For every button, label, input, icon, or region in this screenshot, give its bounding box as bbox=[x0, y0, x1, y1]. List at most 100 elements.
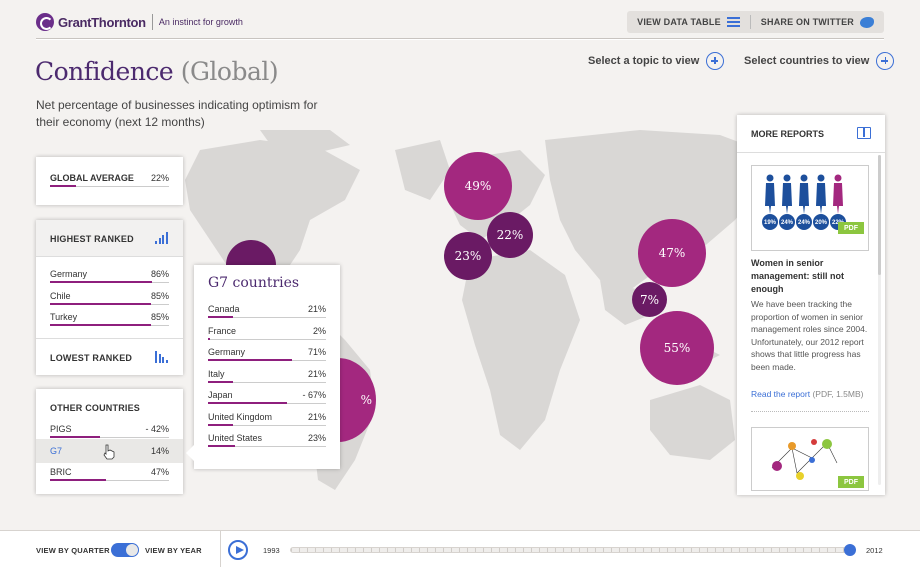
map-bubble-europe-west[interactable]: 49% bbox=[444, 152, 512, 220]
map-bubble-europe-south[interactable]: 23% bbox=[444, 232, 492, 280]
country-bar bbox=[208, 359, 292, 361]
group-label: G7 bbox=[50, 446, 63, 456]
country-bar bbox=[50, 303, 152, 305]
scrollbar-track[interactable] bbox=[878, 155, 881, 485]
read-report-link[interactable]: Read the report bbox=[751, 389, 811, 399]
country-bar bbox=[208, 402, 288, 404]
view-by-year-label[interactable]: VIEW BY YEAR bbox=[145, 546, 202, 555]
brand-tagline: An instinct for growth bbox=[158, 17, 243, 27]
title-scope: (Global) bbox=[180, 57, 279, 86]
global-average-value: 22% bbox=[150, 173, 169, 183]
bar-chart-ascending-icon bbox=[155, 232, 169, 244]
start-year-label: 1993 bbox=[263, 546, 280, 555]
pdf-badge: PDF bbox=[838, 476, 864, 488]
select-countries-button[interactable]: Select countries to view bbox=[744, 52, 895, 70]
country-label: Germany bbox=[50, 269, 88, 279]
country-value: 85% bbox=[150, 312, 169, 322]
view-data-table-button[interactable]: VIEW DATA TABLE bbox=[637, 17, 740, 27]
country-bar bbox=[208, 316, 233, 318]
bar-track bbox=[50, 186, 169, 187]
pdf-badge: PDF bbox=[838, 222, 864, 234]
country-bar bbox=[50, 281, 153, 283]
group-value: - 42% bbox=[145, 424, 169, 434]
select-countries-label: Select countries to view bbox=[744, 55, 870, 67]
thumb-value: 20% bbox=[815, 220, 828, 226]
bar-track bbox=[208, 339, 326, 340]
timeline-slider-track[interactable] bbox=[290, 547, 855, 553]
share-twitter-label: SHARE ON TWITTER bbox=[760, 17, 854, 27]
global-average-bar bbox=[50, 185, 77, 187]
group-label: BRIC bbox=[50, 467, 72, 477]
ranked-panel: HIGHEST RANKED Germany 86% Chile 85% Tur… bbox=[36, 220, 183, 375]
scrollbar-thumb[interactable] bbox=[878, 155, 881, 275]
map-bubble-europe-east[interactable]: 22% bbox=[487, 212, 533, 258]
more-reports-label: MORE REPORTS bbox=[751, 129, 825, 139]
global-average-label: GLOBAL AVERAGE bbox=[50, 173, 134, 183]
report-description: We have been tracking the proportion of … bbox=[751, 299, 868, 372]
actions-divider bbox=[749, 15, 751, 29]
country-label: Turkey bbox=[50, 312, 78, 322]
reports-divider bbox=[737, 152, 885, 153]
map-bubble-asia-east[interactable]: 55% bbox=[640, 311, 714, 385]
end-year-label: 2012 bbox=[866, 546, 883, 555]
group-bar bbox=[50, 479, 106, 481]
country-value: 23% bbox=[307, 433, 326, 443]
brand-logo[interactable]: GrantThornton An instinct for growth bbox=[36, 12, 243, 32]
more-reports-panel: MORE REPORTS 19% 24% 24% 20% 22% PDF bbox=[737, 115, 885, 495]
people-figures-icon: 19% 24% 24% 20% 22% bbox=[762, 174, 846, 230]
select-topic-button[interactable]: Select a topic to view bbox=[588, 52, 725, 70]
timeline-footer: VIEW BY QUARTER VIEW BY YEAR 1993 2012 bbox=[0, 530, 920, 567]
bar-track bbox=[208, 382, 326, 383]
highest-ranked-label: HIGHEST RANKED bbox=[50, 234, 134, 244]
timeline-slider-handle[interactable] bbox=[844, 544, 856, 556]
report-title[interactable]: Women in senior management: still not en… bbox=[751, 258, 845, 294]
share-twitter-button[interactable]: SHARE ON TWITTER bbox=[760, 16, 874, 28]
country-bar bbox=[208, 381, 233, 383]
country-label: Chile bbox=[50, 291, 71, 301]
country-value: 21% bbox=[307, 369, 326, 379]
country-label: United States bbox=[208, 433, 263, 443]
title-main: Confidence bbox=[35, 57, 174, 86]
view-data-table-label: VIEW DATA TABLE bbox=[637, 17, 721, 27]
popup-pointer bbox=[186, 444, 195, 462]
thumb-value: 19% bbox=[764, 220, 777, 226]
map-bubble-asia-south[interactable]: 7% bbox=[632, 282, 667, 317]
header-divider bbox=[36, 38, 884, 39]
footer-divider bbox=[220, 531, 221, 567]
highest-ranked-header[interactable]: HIGHEST RANKED bbox=[36, 220, 183, 257]
lowest-ranked-label: LOWEST RANKED bbox=[50, 353, 133, 363]
bar-track bbox=[208, 446, 326, 447]
lowest-ranked-header[interactable]: LOWEST RANKED bbox=[36, 338, 183, 375]
country-value: 2% bbox=[312, 326, 326, 336]
other-countries-panel: OTHER COUNTRIES PIGS - 42% G7 14% BRIC 4… bbox=[36, 389, 183, 494]
global-average-panel[interactable]: GLOBAL AVERAGE 22% bbox=[36, 157, 183, 205]
country-bar bbox=[50, 324, 152, 326]
group-bar bbox=[50, 436, 100, 438]
logo-divider bbox=[151, 14, 153, 30]
report-thumbnail-women[interactable]: 19% 24% 24% 20% 22% PDF bbox=[751, 165, 869, 251]
g7-title: G7 countries bbox=[208, 275, 300, 291]
thumb-value: 24% bbox=[781, 220, 794, 226]
group-label: PIGS bbox=[50, 424, 72, 434]
twitter-icon bbox=[860, 16, 874, 28]
view-mode-toggle[interactable] bbox=[111, 543, 139, 557]
book-icon[interactable] bbox=[857, 127, 871, 139]
map-bubble-asia-north[interactable]: 47% bbox=[638, 219, 706, 287]
bar-track bbox=[208, 317, 326, 318]
bar-track bbox=[50, 437, 169, 438]
country-value: - 67% bbox=[302, 390, 326, 400]
country-label: Germany bbox=[208, 347, 246, 357]
play-icon[interactable] bbox=[228, 540, 248, 560]
report-thumbnail-illustration[interactable]: PDF bbox=[751, 427, 869, 491]
other-country-row-g7-selected[interactable]: G7 14% bbox=[36, 439, 183, 463]
view-by-quarter-label[interactable]: VIEW BY QUARTER bbox=[36, 546, 110, 555]
country-value: 21% bbox=[307, 304, 326, 314]
other-countries-label: OTHER COUNTRIES bbox=[50, 403, 141, 413]
country-label: Canada bbox=[208, 304, 240, 314]
report-divider bbox=[751, 411, 869, 412]
country-value: 71% bbox=[307, 347, 326, 357]
country-value: 86% bbox=[150, 269, 169, 279]
report-file-meta: (PDF, 1.5MB) bbox=[812, 389, 864, 399]
country-label: United Kingdom bbox=[208, 412, 273, 422]
report-link-line: Read the report (PDF, 1.5MB) bbox=[751, 389, 863, 399]
